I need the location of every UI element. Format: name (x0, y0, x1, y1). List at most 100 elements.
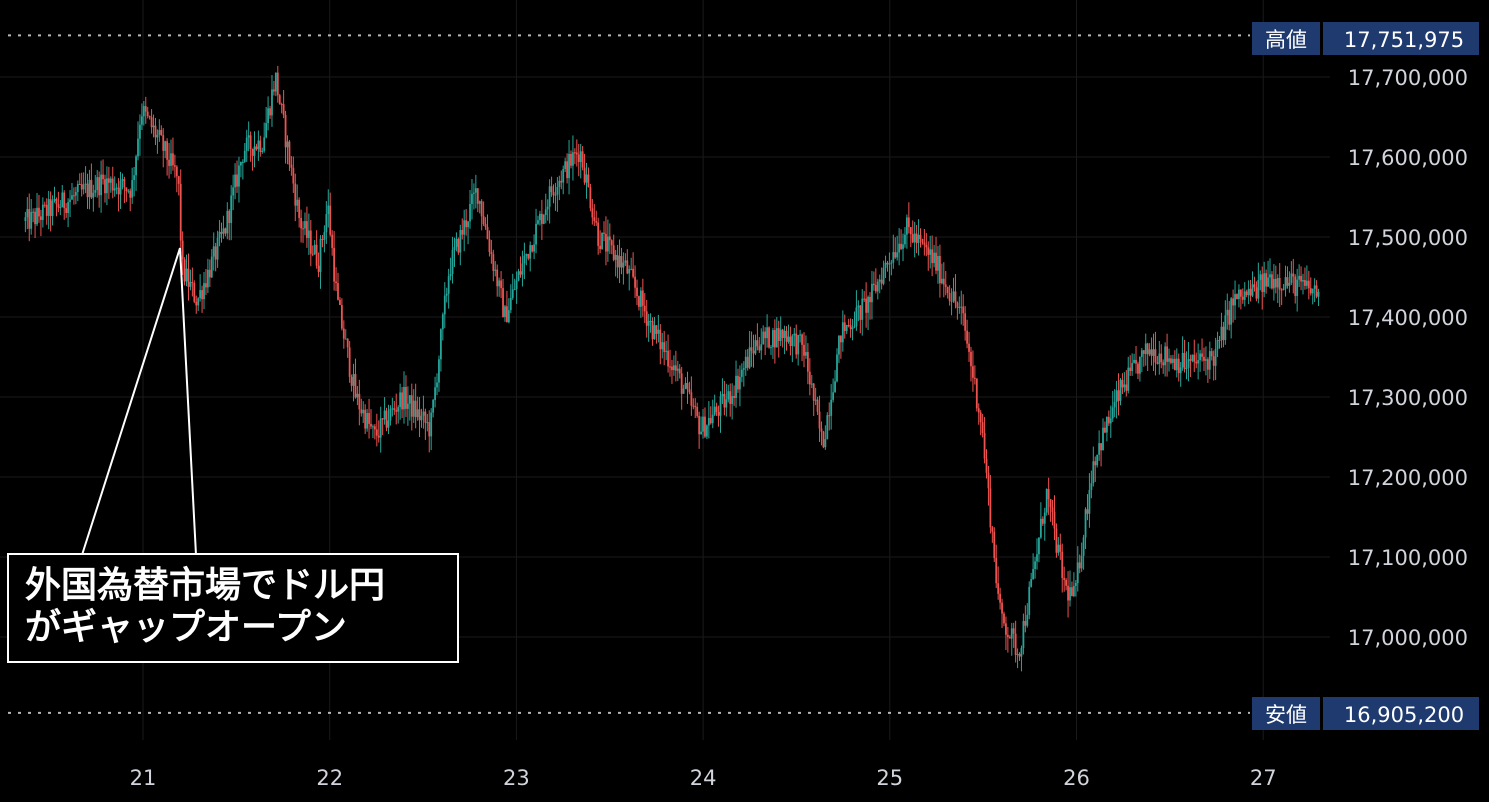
candle-body (364, 409, 367, 429)
candle-body (688, 389, 691, 393)
candle-body (486, 226, 489, 239)
candle-body (1010, 628, 1013, 639)
candle-body (702, 416, 704, 432)
candle-body (1238, 289, 1240, 300)
candle-body (144, 106, 147, 112)
candle-body (181, 240, 184, 260)
candle-body (577, 154, 580, 163)
x-tick-label: 25 (876, 766, 903, 790)
candle-body (131, 180, 134, 198)
candle-body (1067, 585, 1069, 601)
candle-body (616, 254, 619, 268)
candle-body (1313, 285, 1316, 289)
candle-body (515, 280, 518, 290)
candle-body (717, 411, 720, 416)
candle-body (1247, 288, 1250, 296)
candle-body (1257, 279, 1260, 299)
candle-body (739, 376, 741, 390)
candle-body (606, 236, 609, 252)
candle-body (989, 488, 992, 528)
candle-body (593, 217, 596, 222)
candle-body (309, 230, 312, 254)
candle-body (939, 255, 941, 284)
candle-body (542, 215, 545, 224)
x-tick-label: 21 (130, 766, 157, 790)
candle-body (643, 305, 646, 312)
x-tick-label: 22 (316, 766, 343, 790)
candle-body (575, 152, 578, 155)
candle-body (1059, 544, 1062, 552)
candle-body (273, 89, 275, 92)
candle-body (1022, 620, 1025, 649)
candle-body (41, 204, 44, 220)
candle-body (1018, 654, 1021, 657)
candle-body (581, 151, 584, 168)
candle-body (344, 338, 347, 340)
x-tick-label: 23 (503, 766, 530, 790)
candle-body (760, 344, 763, 351)
candle-body (1146, 343, 1149, 355)
candle-body (1195, 361, 1198, 364)
candle-body (1164, 346, 1167, 366)
candle-body (354, 374, 357, 398)
candle-body (777, 328, 780, 341)
candle-body (422, 411, 425, 416)
candle-body (1041, 518, 1044, 524)
candle-body (375, 429, 378, 436)
candle-body (24, 217, 27, 221)
candle-body (1284, 277, 1287, 289)
candle-body (1212, 356, 1215, 366)
candle-body (1272, 278, 1275, 289)
candle-body (492, 254, 495, 271)
candle-body (1111, 407, 1114, 419)
candle-body (1088, 490, 1091, 514)
candle-body (1276, 278, 1279, 288)
candle-body (1205, 359, 1207, 361)
candle-body (511, 289, 514, 298)
candle-body (993, 531, 996, 559)
candle-body (942, 278, 945, 285)
candle-body (424, 411, 427, 423)
candle-body (517, 271, 520, 281)
candle-body (1201, 353, 1203, 357)
candle-body (94, 190, 97, 193)
candle-body (1269, 274, 1271, 278)
candle-body (1162, 362, 1165, 366)
candle-body (591, 208, 594, 218)
candle-body (787, 336, 790, 342)
candle-body (1191, 354, 1194, 361)
candle-body (742, 368, 745, 370)
candle-body (441, 314, 444, 330)
candle-body (814, 399, 817, 401)
candle-body (28, 209, 31, 229)
candle-body (292, 167, 295, 184)
candle-body (636, 287, 638, 297)
candle-body (1166, 346, 1168, 362)
candle-body (892, 252, 895, 263)
candle-body (331, 234, 334, 248)
candle-body (929, 249, 932, 255)
annotation-line-1: 外国為替市場でドル円 (25, 565, 386, 606)
annotation-pointer (81, 247, 197, 556)
candle-body (966, 330, 968, 344)
candle-body (950, 300, 953, 302)
candle-body (758, 346, 761, 351)
candle-body (970, 351, 972, 367)
candle-body (558, 180, 561, 187)
candle-body (847, 325, 850, 327)
candle-body (1294, 276, 1297, 296)
candle-body (756, 340, 759, 347)
candle-body (100, 174, 103, 196)
candle-body (1032, 569, 1035, 580)
candle-body (676, 368, 679, 371)
x-tick-label: 27 (1250, 766, 1277, 790)
candle-body (818, 411, 821, 429)
candle-body (1055, 528, 1058, 553)
candle-body (148, 115, 151, 118)
candle-body (822, 431, 825, 448)
candle-body (1290, 273, 1293, 283)
candle-body (546, 206, 549, 210)
low-label: 安値 (1265, 703, 1307, 727)
candle-body (513, 289, 516, 291)
candle-body (43, 204, 46, 206)
